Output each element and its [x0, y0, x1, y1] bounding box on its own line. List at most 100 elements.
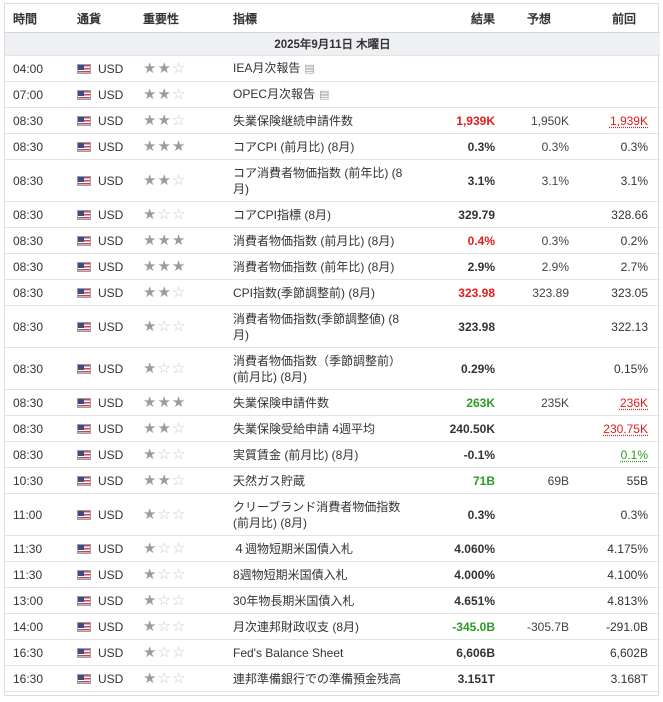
header-forecast[interactable]: 予想	[501, 4, 581, 33]
event-name-text[interactable]: 連邦準備銀行での準備預金残高	[233, 671, 402, 686]
header-previous[interactable]: 前回	[581, 4, 660, 33]
event-name[interactable]: 実質賃金 (前月比) (8月)	[233, 441, 415, 468]
event-name-text[interactable]: 天然ガス貯蔵	[233, 473, 306, 488]
event-name-text[interactable]: 失業保険受給申請 4週平均	[233, 421, 376, 436]
event-name[interactable]: コアCPI (前月比) (8月)	[233, 133, 415, 160]
event-previous: -291.0B	[581, 613, 660, 640]
event-name[interactable]: 連邦準備銀行での準備預金残高	[233, 665, 415, 692]
report-document-icon[interactable]: ▤	[319, 89, 330, 101]
event-row[interactable]: 11:30 USD ★☆☆ 8週物短期米国債入札 4.000% 4.100%	[5, 561, 660, 588]
event-name-text[interactable]: 30年物長期米国債入札	[233, 593, 355, 608]
event-name[interactable]: 消費者物価指数 (前年比) (8月)	[233, 253, 415, 280]
header-currency[interactable]: 通貨	[77, 4, 143, 33]
event-row[interactable]: 08:30 USD ★☆☆ 消費者物価指数（季節調整前）(前月比) (8月) 0.29%…	[5, 347, 660, 390]
event-name-text[interactable]: 実質賃金 (前月比) (8月)	[233, 447, 359, 462]
event-row[interactable]: 16:30 USD ★☆☆ 連邦準備銀行での準備預金残高 3.151T 3.168T	[5, 665, 660, 692]
event-row[interactable]: 07:00 USD ★★☆ OPEC月次報告 ▤	[5, 81, 660, 108]
event-name-text[interactable]: 8週物短期米国債入札	[233, 567, 348, 582]
event-importance: ★★☆	[143, 81, 233, 108]
event-name[interactable]: クリーブランド消費者物価指数 (前月比) (8月)	[233, 493, 415, 536]
event-importance: ★★☆	[143, 107, 233, 134]
event-row[interactable]: 11:30 USD ★☆☆ ４週物短期米国債入札 4.060% 4.175%	[5, 535, 660, 562]
event-row[interactable]: 08:30 USD ★★☆ 失業保険受給申請 4週平均 240.50K 230.75K	[5, 415, 660, 442]
event-name[interactable]: ４週物短期米国債入札	[233, 535, 415, 562]
currency-code: USD	[98, 259, 124, 274]
event-name[interactable]: 天然ガス貯蔵	[233, 467, 415, 494]
event-name[interactable]: OPEC月次報告 ▤	[233, 81, 415, 108]
event-name[interactable]: IEA月次報告 ▤	[233, 55, 415, 82]
event-name[interactable]: Fed's Balance Sheet	[233, 639, 415, 666]
event-name-text[interactable]: 消費者物価指数（季節調整前）(前月比) (8月)	[233, 353, 402, 384]
event-name-text[interactable]: コア消費者物価指数 (前年比) (8月)	[233, 165, 403, 196]
event-name-text[interactable]: OPEC月次報告	[233, 87, 316, 101]
previous-value: 322.13	[611, 319, 648, 334]
event-row[interactable]: 08:30 USD ★★★ 失業保険申請件数 263K 235K 236K	[5, 389, 660, 416]
previous-value[interactable]: 230.75K	[603, 421, 648, 436]
event-row[interactable]: 08:30 USD ★★☆ 失業保険継続申請件数 1,939K 1,950K 1,939K	[5, 107, 660, 134]
header-actual[interactable]: 結果	[415, 4, 501, 33]
star-filled-icon: ★	[143, 566, 158, 583]
date-label: 2025年9月11日 木曜日	[5, 32, 660, 56]
event-name-text[interactable]: CPI指数(季節調整前) (8月)	[233, 285, 375, 300]
event-currency: USD	[77, 665, 143, 692]
event-row[interactable]: 13:00 USD ★☆☆ 30年物長期米国債入札 4.651% 4.813%	[5, 587, 660, 614]
event-name[interactable]: コアCPI指標 (8月)	[233, 201, 415, 228]
event-name[interactable]: 30年物長期米国債入札	[233, 587, 415, 614]
event-name-text[interactable]: ４週物短期米国債入札	[233, 541, 354, 556]
event-name-text[interactable]: IEA月次報告	[233, 61, 301, 75]
event-row[interactable]: 08:30 USD ★★★ コアCPI (前月比) (8月) 0.3% 0.3% 0.3%	[5, 133, 660, 160]
event-importance: ★★★	[143, 133, 233, 160]
star-filled-icon: ★	[143, 318, 158, 335]
report-document-icon[interactable]: ▤	[304, 63, 315, 75]
event-name[interactable]: 消費者物価指数(季節調整値) (8月)	[233, 305, 415, 348]
header-importance[interactable]: 重要性	[143, 4, 233, 33]
event-name-text[interactable]: コアCPI (前月比) (8月)	[233, 139, 355, 154]
event-name[interactable]: CPI指数(季節調整前) (8月)	[233, 279, 415, 306]
event-importance: ★☆☆	[143, 305, 233, 348]
event-name-text[interactable]: 消費者物価指数(季節調整値) (8月)	[233, 311, 399, 342]
event-actual: 71B	[415, 467, 501, 494]
event-row[interactable]: 08:30 USD ★★☆ CPI指数(季節調整前) (8月) 323.98 323.89…	[5, 279, 660, 306]
event-name-text[interactable]: 失業保険申請件数	[233, 395, 330, 410]
event-row[interactable]: 08:30 USD ★★☆ コア消費者物価指数 (前年比) (8月) 3.1% 3.1% 3…	[5, 159, 660, 202]
event-row[interactable]: 08:30 USD ★☆☆ 実質賃金 (前月比) (8月) -0.1% 0.1%	[5, 441, 660, 468]
event-row[interactable]: 08:30 USD ★★★ 消費者物価指数 (前年比) (8月) 2.9% 2.9% 2.7…	[5, 253, 660, 280]
previous-value[interactable]: 0.1%	[620, 447, 648, 462]
event-name-text[interactable]: 失業保険継続申請件数	[233, 113, 354, 128]
importance-stars: ★☆☆	[143, 618, 186, 635]
event-name[interactable]: 月次連邦財政収支 (8月)	[233, 613, 415, 640]
us-flag-icon	[77, 321, 91, 332]
star-empty-icon: ☆	[157, 540, 172, 557]
event-name-text[interactable]: 月次連邦財政収支 (8月)	[233, 619, 360, 634]
event-name-text[interactable]: クリーブランド消費者物価指数 (前月比) (8月)	[233, 499, 401, 530]
event-name[interactable]: 失業保険受給申請 4週平均	[233, 415, 415, 442]
event-name-text[interactable]: 消費者物価指数 (前年比) (8月)	[233, 259, 395, 274]
header-time[interactable]: 時間	[5, 4, 77, 33]
event-name[interactable]: コア消費者物価指数 (前年比) (8月)	[233, 159, 415, 202]
event-row[interactable]: 08:30 USD ★☆☆ コアCPI指標 (8月) 329.79 328.66	[5, 201, 660, 228]
header-event[interactable]: 指標	[233, 4, 415, 33]
event-currency: USD	[77, 493, 143, 536]
event-row[interactable]: 04:00 USD ★★☆ IEA月次報告 ▤	[5, 55, 660, 82]
us-flag-icon	[77, 673, 91, 684]
event-name[interactable]: 8週物短期米国債入札	[233, 561, 415, 588]
event-row[interactable]: 16:30 USD ★☆☆ Fed's Balance Sheet 6,606B 6,60…	[5, 639, 660, 666]
event-name-text[interactable]: Fed's Balance Sheet	[233, 645, 344, 660]
event-name-text[interactable]: 消費者物価指数 (前月比) (8月)	[233, 233, 395, 248]
event-name-text[interactable]: コアCPI指標 (8月)	[233, 207, 332, 222]
event-row[interactable]: 11:00 USD ★☆☆ クリーブランド消費者物価指数 (前月比) (8月) 0.3%…	[5, 493, 660, 536]
event-name[interactable]: 消費者物価指数（季節調整前）(前月比) (8月)	[233, 347, 415, 390]
previous-value[interactable]: 236K	[619, 395, 648, 410]
event-row[interactable]: 10:30 USD ★★☆ 天然ガス貯蔵 71B 69B 55B	[5, 467, 660, 494]
previous-value[interactable]: 1,939K	[609, 113, 648, 128]
event-row[interactable]: 14:00 USD ★☆☆ 月次連邦財政収支 (8月) -345.0B -305.7B -2…	[5, 613, 660, 640]
event-importance: ★☆☆	[143, 665, 233, 692]
event-previous: 0.2%	[581, 227, 660, 254]
event-row[interactable]: 08:30 USD ★★★ 消費者物価指数 (前月比) (8月) 0.4% 0.3% 0.2…	[5, 227, 660, 254]
event-actual: 263K	[415, 389, 501, 416]
event-name[interactable]: 失業保険継続申請件数	[233, 107, 415, 134]
event-name[interactable]: 消費者物価指数 (前月比) (8月)	[233, 227, 415, 254]
currency-code: USD	[98, 139, 124, 154]
event-name[interactable]: 失業保険申請件数	[233, 389, 415, 416]
event-row[interactable]: 08:30 USD ★☆☆ 消費者物価指数(季節調整値) (8月) 323.98 322.…	[5, 305, 660, 348]
